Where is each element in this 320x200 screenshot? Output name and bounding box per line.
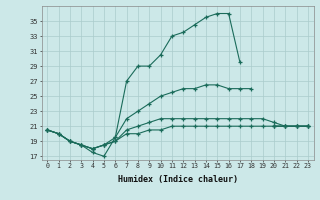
- X-axis label: Humidex (Indice chaleur): Humidex (Indice chaleur): [118, 175, 237, 184]
